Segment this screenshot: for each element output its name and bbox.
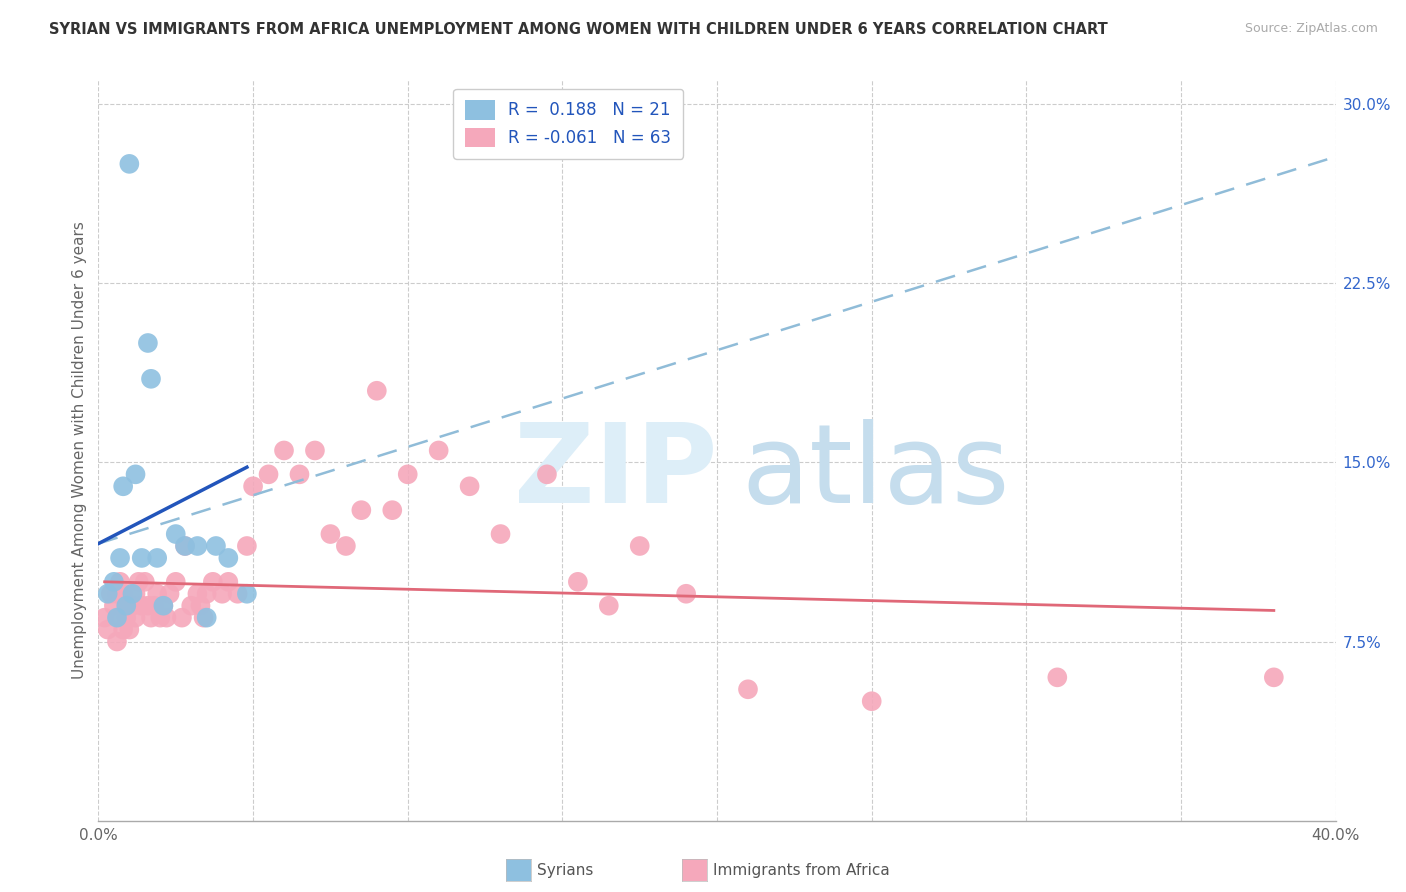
Point: [319, 527, 342, 541]
Point: [427, 443, 450, 458]
Point: [100, 587, 122, 601]
Point: [103, 574, 125, 589]
Point: [205, 539, 228, 553]
Point: [97, 623, 120, 637]
Point: [112, 587, 135, 601]
Point: [118, 599, 141, 613]
Point: [112, 479, 135, 493]
Point: [288, 467, 311, 482]
Point: [195, 610, 218, 624]
Point: [304, 443, 326, 458]
Point: [628, 539, 651, 553]
Text: Syrians: Syrians: [537, 863, 593, 878]
Point: [186, 587, 208, 601]
Point: [242, 479, 264, 493]
Point: [134, 574, 156, 589]
Point: [124, 610, 146, 624]
Point: [1046, 670, 1069, 684]
Point: [489, 527, 512, 541]
Point: [165, 574, 187, 589]
Point: [211, 587, 233, 601]
Point: [146, 587, 169, 601]
Point: [236, 587, 259, 601]
Point: [180, 599, 202, 613]
Point: [174, 539, 197, 553]
Point: [152, 599, 174, 613]
Text: Immigrants from Africa: Immigrants from Africa: [713, 863, 890, 878]
Point: [217, 550, 239, 565]
Point: [118, 157, 141, 171]
Point: [139, 610, 162, 624]
Point: [152, 599, 174, 613]
Point: [112, 623, 135, 637]
Point: [155, 610, 177, 624]
Point: [226, 587, 249, 601]
Point: [186, 539, 208, 553]
Point: [860, 694, 883, 708]
Text: Source: ZipAtlas.com: Source: ZipAtlas.com: [1244, 22, 1378, 36]
Point: [195, 587, 218, 601]
Point: [115, 610, 138, 624]
Point: [139, 372, 162, 386]
Point: [136, 599, 159, 613]
Point: [567, 574, 589, 589]
Text: SYRIAN VS IMMIGRANTS FROM AFRICA UNEMPLOYMENT AMONG WOMEN WITH CHILDREN UNDER 6 : SYRIAN VS IMMIGRANTS FROM AFRICA UNEMPLO…: [49, 22, 1108, 37]
Legend: R =  0.188   N = 21, R = -0.061   N = 63: R = 0.188 N = 21, R = -0.061 N = 63: [453, 88, 683, 159]
Text: atlas: atlas: [742, 419, 1011, 526]
Point: [136, 336, 159, 351]
Point: [118, 623, 141, 637]
Point: [193, 610, 215, 624]
Point: [105, 610, 128, 624]
Point: [131, 599, 153, 613]
Point: [146, 550, 169, 565]
Point: [273, 443, 295, 458]
Point: [335, 539, 357, 553]
Point: [737, 682, 759, 697]
Point: [131, 550, 153, 565]
Point: [536, 467, 558, 482]
Point: [108, 550, 131, 565]
Point: [149, 610, 172, 624]
Point: [170, 610, 193, 624]
Point: [257, 467, 280, 482]
Point: [108, 574, 131, 589]
Point: [143, 599, 166, 613]
Point: [366, 384, 388, 398]
Point: [124, 587, 146, 601]
Point: [128, 574, 150, 589]
Point: [675, 587, 697, 601]
Point: [105, 634, 128, 648]
Point: [396, 467, 419, 482]
Point: [121, 587, 143, 601]
Point: [201, 574, 224, 589]
Point: [381, 503, 404, 517]
Text: ZIP: ZIP: [513, 419, 717, 526]
Point: [97, 587, 120, 601]
Point: [174, 539, 197, 553]
Point: [124, 467, 146, 482]
Point: [115, 599, 138, 613]
Point: [1263, 670, 1285, 684]
Point: [350, 503, 373, 517]
Point: [105, 587, 128, 601]
Point: [159, 587, 181, 601]
Point: [598, 599, 620, 613]
Point: [103, 599, 125, 613]
Point: [458, 479, 481, 493]
Point: [217, 574, 239, 589]
Point: [93, 610, 115, 624]
Y-axis label: Unemployment Among Women with Children Under 6 years: Unemployment Among Women with Children U…: [72, 221, 87, 680]
Point: [190, 599, 212, 613]
Point: [121, 599, 143, 613]
Point: [165, 527, 187, 541]
Point: [108, 610, 131, 624]
Point: [236, 539, 259, 553]
